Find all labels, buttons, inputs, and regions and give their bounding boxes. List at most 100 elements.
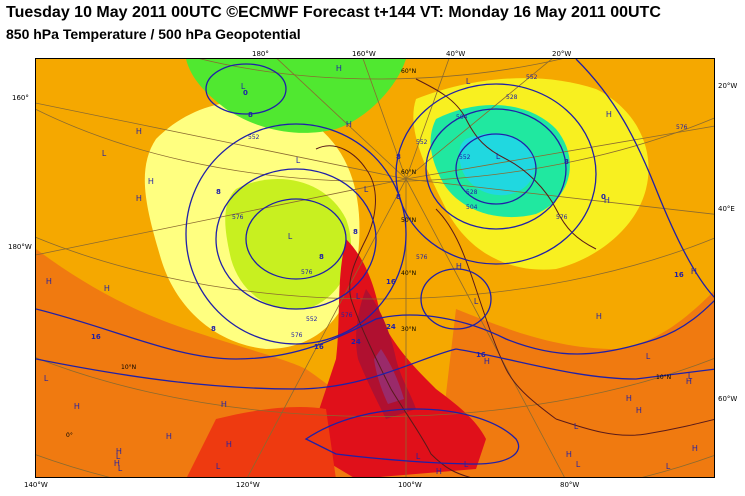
fill-warm-orange-sw [36,249,714,477]
high-center-5: H [104,284,110,293]
temp-label-1: 0 [243,89,248,97]
temp-label-14: 16 [386,278,396,286]
lon-label-bottom-4: 80°W [560,481,580,489]
map-title-line-2: 850 hPa Temperature / 500 hPa Geopotenti… [6,26,301,42]
interior-labels: 60°N 60°N 50°N 40°N 30°N 10°N 0° 10°N 55… [44,64,698,476]
high-center-4: H [46,277,52,286]
high-center-23: H [692,444,698,453]
high-center-2: H [148,177,154,186]
low-center-2: L [102,149,107,158]
low-center-1: L [241,82,246,91]
lon-label-left-2: 180°W [8,243,32,251]
contour-label-6: 576 [301,269,313,276]
lat-label-30n: 30°N [401,326,416,333]
temp-label-9: 16 [476,351,486,359]
high-center-24: H [456,262,462,271]
low-center-15: L [574,422,579,431]
low-center-18: L [688,372,693,381]
high-center-13: H [74,402,80,411]
contour-label-16: 576 [676,124,688,131]
temp-label-11: 0 [601,193,606,201]
temp-label-7: 24 [351,338,361,346]
lon-label-top-4: 20°W [552,50,572,58]
high-center-3: H [136,194,142,203]
contour-label-13: 576 [556,214,568,221]
lat-label-60n-1: 60°N [401,68,416,75]
temp-label-2: 8 [248,111,253,119]
contour-label-9: 576 [341,312,353,319]
low-center-7: L [474,297,479,306]
lon-label-top-1: 180° [252,50,269,58]
contour-label-3: 528 [466,189,478,196]
map-title-line-1: Tuesday 10 May 2011 00UTC ©ECMWF Forecas… [6,4,661,21]
contour-label-15: 576 [416,254,428,261]
temp-label-10: 8 [396,193,401,201]
temp-label-15: 24 [386,323,396,331]
temp-label-17: 8 [319,253,324,261]
weather-map: 60°N 60°N 50°N 40°N 30°N 10°N 0° 10°N 55… [35,58,715,478]
low-center-10: L [116,452,121,461]
temp-label-6: 16 [314,343,324,351]
contour-label-1: 552 [248,134,260,141]
map-canvas: 60°N 60°N 50°N 40°N 30°N 10°N 0° 10°N 55… [36,59,714,477]
high-center-16: H [221,400,227,409]
low-center-5: L [364,185,369,194]
high-center-22: H [636,406,642,415]
contour-label-10: 504 [456,114,468,121]
contour-label-2: 576 [232,214,244,221]
temp-label-16: 8 [353,228,358,236]
high-center-10: H [596,312,602,321]
high-center-21: H [626,394,632,403]
lat-label-40n: 40°N [401,270,416,277]
lat-label-10n: 10°N [121,364,136,371]
contour-label-14: 552 [416,139,428,146]
temp-label-4: 16 [91,333,101,341]
fill-purple-core [374,349,404,404]
contour-label-8: 576 [291,332,303,339]
fill-yellow-green [225,179,352,310]
high-center-8: H [606,110,612,119]
low-center-9: L [44,374,49,383]
lat-label-0: 0° [66,432,73,439]
lon-label-right-2: 40°E [718,205,735,213]
high-center-6: H [336,64,342,73]
low-center-6: L [496,152,501,161]
temp-label-5: 8 [211,325,216,333]
temperature-fill-layer [36,59,714,477]
high-center-18: H [114,459,120,468]
lon-label-bottom-3: 100°W [398,481,422,489]
contour-label-5: 552 [459,154,471,161]
high-center-20: H [484,357,490,366]
high-center-19: H [436,467,442,476]
lat-label-10n-east: 10°N [656,374,671,381]
low-center-11: L [118,464,123,473]
high-center-11: H [691,267,697,276]
low-center-3: L [296,156,301,165]
lat-label-50n: 50°N [401,217,416,224]
high-center-14: H [116,447,122,456]
low-center-8: L [466,77,471,86]
high-center-1: H [136,127,142,136]
lon-label-right-3: 60°W [718,395,738,403]
low-center-13: L [416,452,421,461]
temp-label-8: 8 [396,153,401,161]
temp-label-3: 8 [216,188,221,196]
low-center-14: L [464,460,469,469]
low-center-12: L [216,462,221,471]
lon-label-top-2: 160°W [352,50,376,58]
high-center-17: H [226,440,232,449]
high-center-9: H [604,196,610,205]
low-center-17: L [666,462,671,471]
low-center-19: L [646,352,651,361]
contour-label-11: 528 [506,94,518,101]
contour-label-7: 552 [306,316,318,323]
high-center-15: H [166,432,172,441]
lon-label-top-3: 40°W [446,50,466,58]
contour-label-12: 552 [526,74,538,81]
lon-label-bottom-1: 140°W [24,481,48,489]
lat-lon-grid [36,59,714,477]
fill-cyan-core [459,133,535,196]
high-center-7: H [346,120,352,129]
lon-label-right-1: 20°W [718,82,738,90]
temp-label-12: 8 [564,158,569,166]
